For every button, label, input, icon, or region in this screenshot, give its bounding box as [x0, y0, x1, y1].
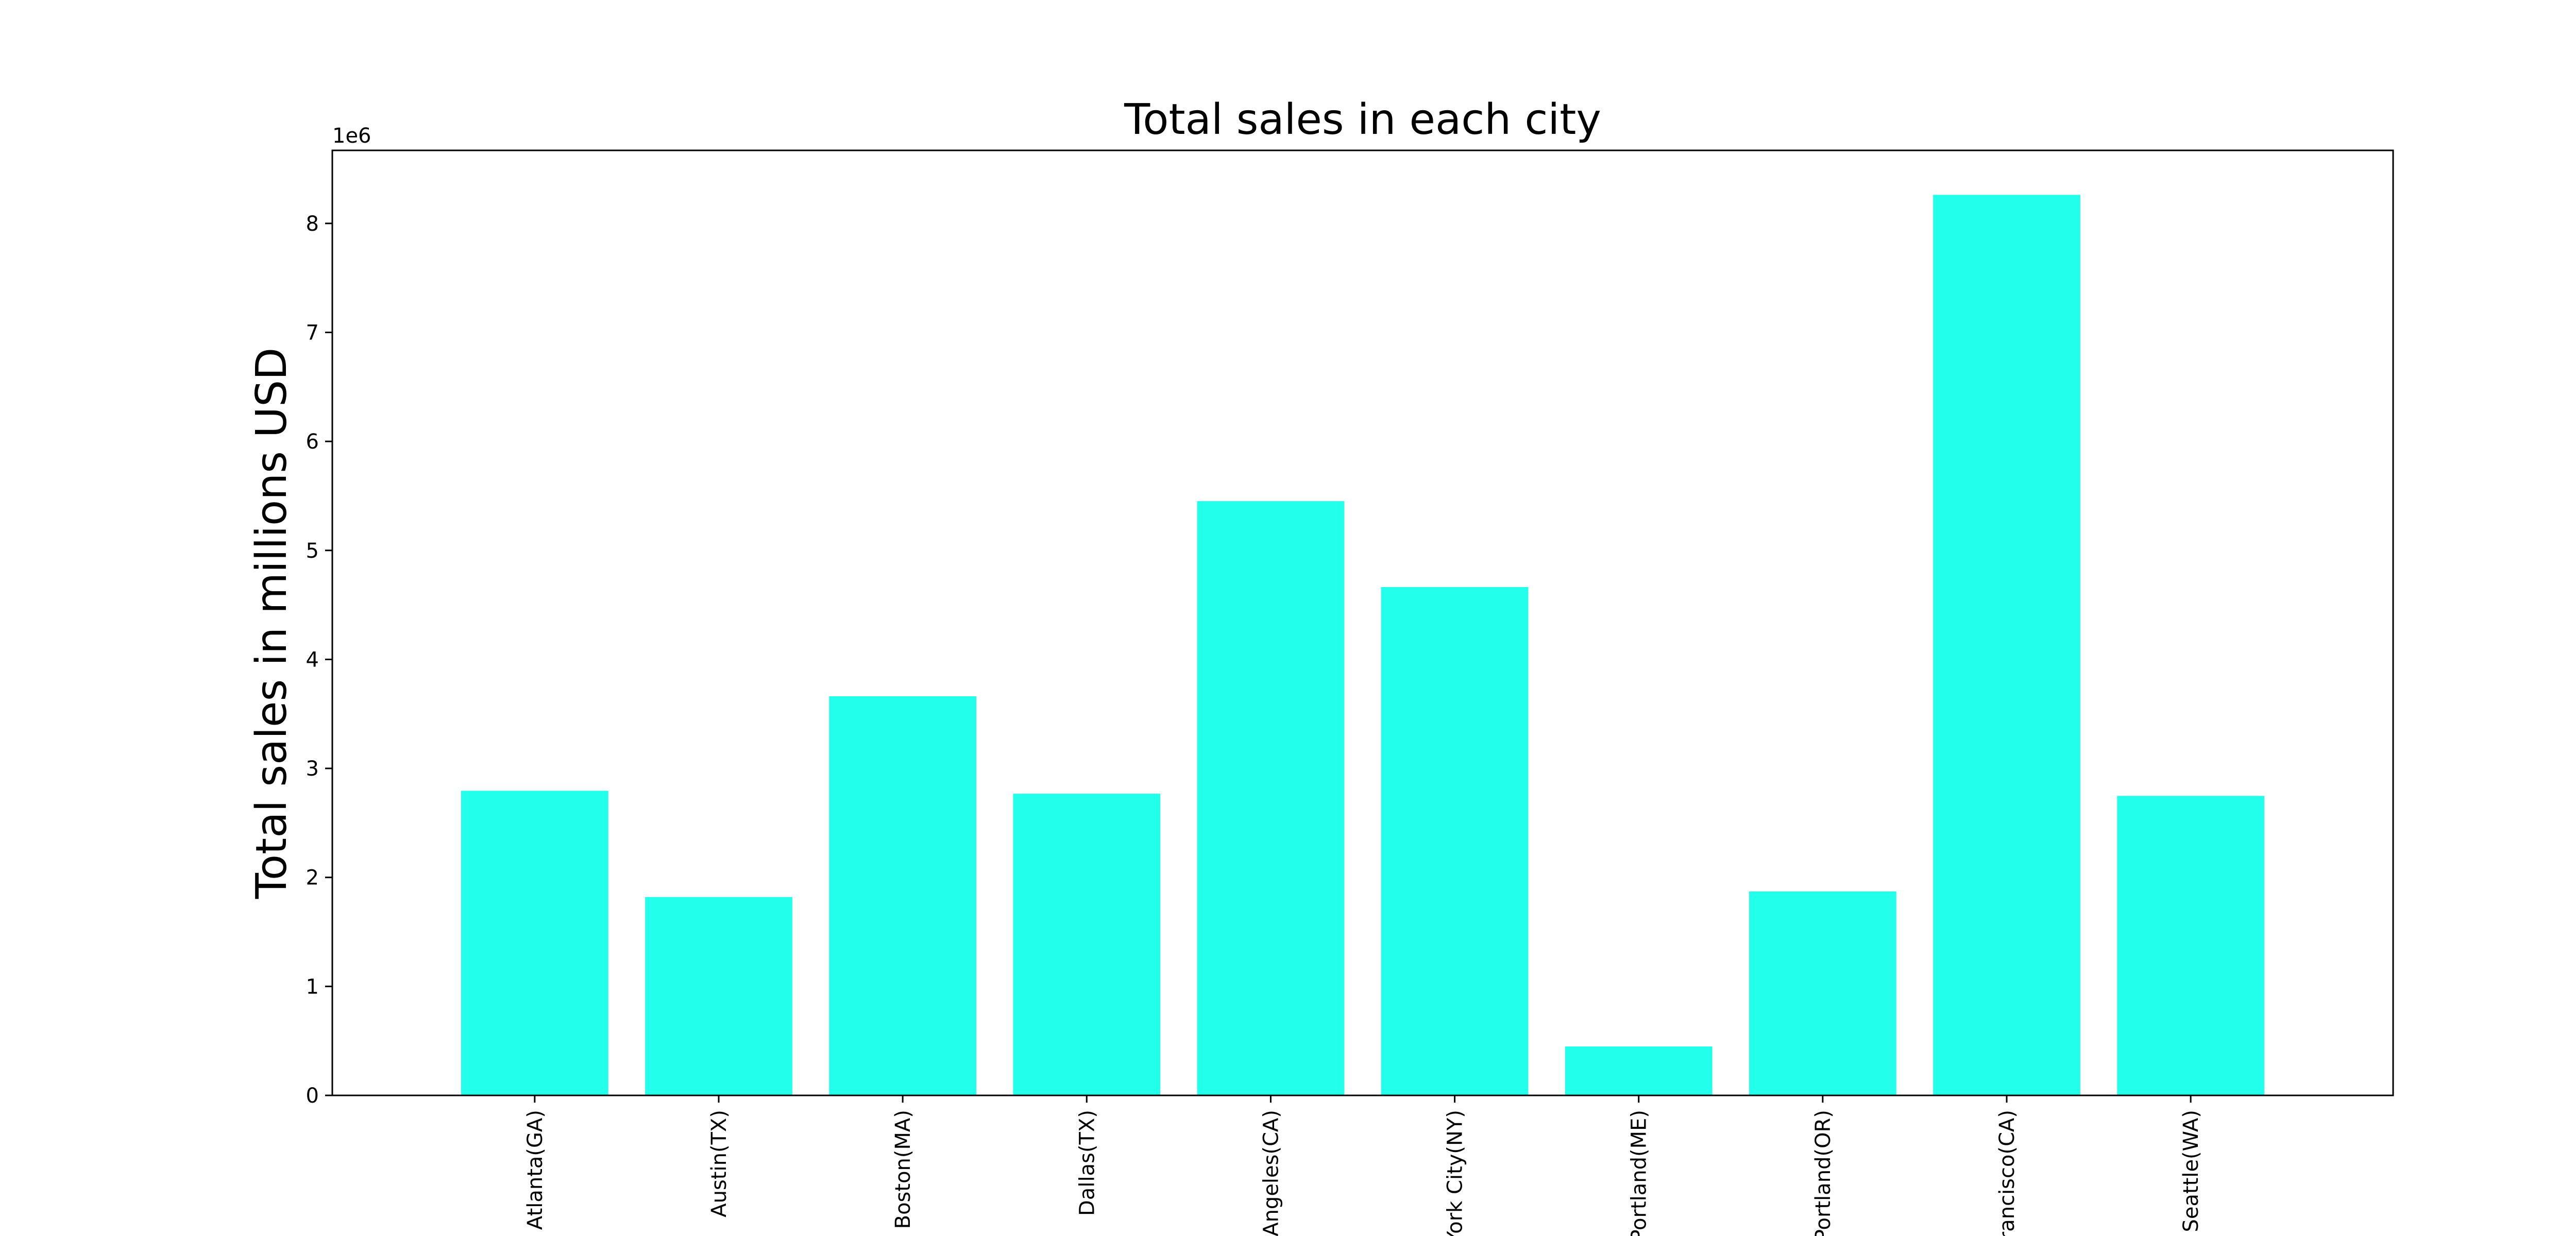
- y-tick-label: 6: [306, 430, 319, 454]
- y-tick-label: 3: [306, 757, 319, 781]
- y-ticks-layer: 0 1 2 3 4 5 6 7 8: [306, 212, 332, 1108]
- x-tick-label: Angeles(CA): [1259, 1110, 1283, 1236]
- x-tick-label: Portland(OR): [1811, 1110, 1835, 1236]
- bar: [1197, 501, 1345, 1095]
- y-axis-label: Total sales in millions USD: [247, 348, 296, 900]
- y-axis-offset-label: 1e6: [332, 124, 371, 148]
- bar: [1933, 195, 2080, 1096]
- x-tick-label: Austin(TX): [707, 1110, 731, 1217]
- x-tick-label: Seattle(WA): [2179, 1110, 2203, 1232]
- x-ticks-layer: Atlanta(GA) Austin(TX) Boston(MA) Dallas(TX…: [523, 1095, 2203, 1236]
- y-tick-label: 5: [306, 539, 319, 563]
- y-tick-label: 8: [306, 212, 319, 236]
- y-tick-label: 7: [306, 321, 319, 345]
- bar: [1381, 587, 1529, 1095]
- plot-area-frame: [331, 149, 2394, 1096]
- x-tick-label: York City(NY): [1444, 1110, 1467, 1236]
- bar: [461, 791, 608, 1095]
- x-tick-label: Portland(ME): [1628, 1110, 1651, 1236]
- y-tick-label: 4: [306, 648, 319, 672]
- x-tick-label: Boston(MA): [891, 1110, 915, 1229]
- x-tick-label: Francisco(CA): [1995, 1110, 2019, 1236]
- x-tick-label: Atlanta(GA): [523, 1110, 547, 1230]
- bar: [1749, 891, 1896, 1095]
- bar: [645, 897, 792, 1095]
- y-tick-label: 2: [306, 866, 319, 890]
- bar: [829, 696, 976, 1095]
- bar: [1013, 794, 1161, 1095]
- x-tick-label: Dallas(TX): [1075, 1110, 1099, 1216]
- bars-layer: [461, 195, 2264, 1096]
- bar: [1565, 1046, 1713, 1095]
- y-tick-label: 1: [306, 975, 319, 999]
- y-tick-label: 0: [306, 1084, 319, 1108]
- chart-title: Total sales in each city: [1124, 95, 1601, 144]
- bar: [2117, 796, 2264, 1095]
